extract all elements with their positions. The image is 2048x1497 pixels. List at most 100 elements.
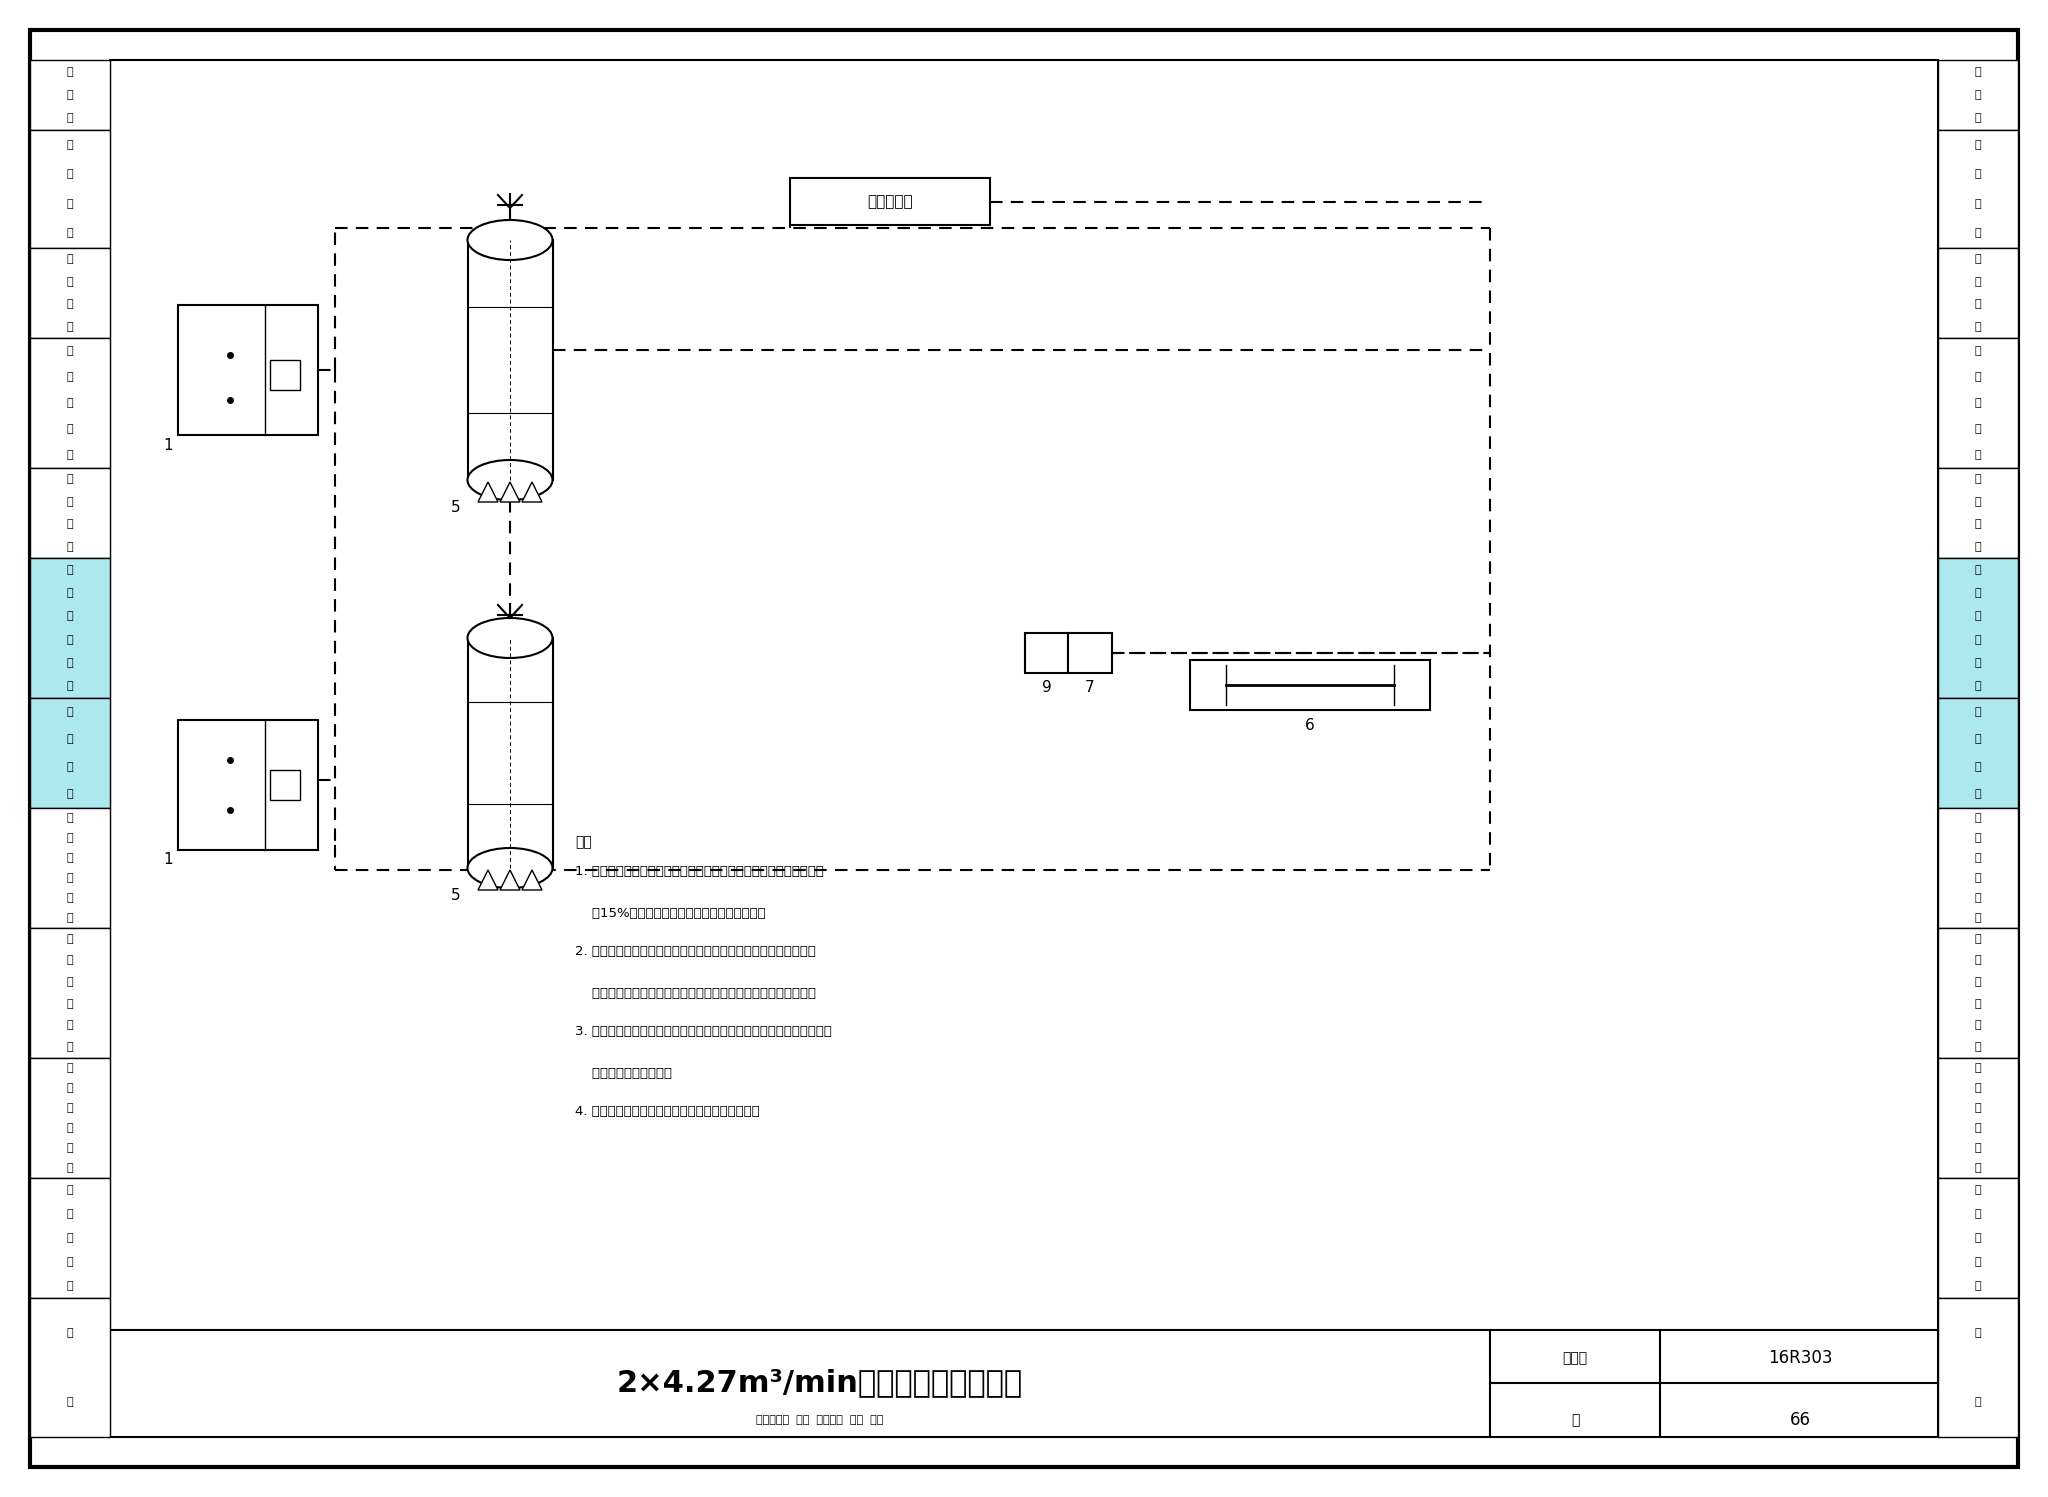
Text: 原: 原: [1974, 346, 1980, 356]
Text: 施: 施: [1974, 1210, 1980, 1219]
Text: 明: 明: [68, 228, 74, 238]
Text: 7: 7: [1085, 681, 1096, 696]
Text: 录: 录: [1974, 1397, 1980, 1407]
Text: 气: 气: [1974, 1103, 1980, 1112]
Polygon shape: [477, 482, 498, 501]
Text: 设: 设: [68, 475, 74, 484]
Bar: [31, 249, 111, 338]
Text: 语: 语: [68, 322, 74, 332]
Text: 医: 医: [68, 1063, 74, 1073]
Text: 院: 院: [68, 832, 74, 843]
Text: 气: 气: [68, 894, 74, 903]
Text: 1: 1: [164, 852, 172, 867]
Bar: [1937, 338, 2017, 469]
Polygon shape: [522, 870, 543, 891]
Text: 院: 院: [1974, 832, 1980, 843]
Ellipse shape: [467, 460, 553, 500]
Bar: [1024, 633, 1067, 674]
Text: 技: 技: [1974, 519, 1980, 530]
Text: 术: 术: [1974, 542, 1980, 552]
Text: 1: 1: [164, 437, 172, 452]
Text: 术: 术: [68, 299, 74, 310]
Bar: [31, 338, 111, 469]
Ellipse shape: [467, 618, 553, 659]
Text: 末: 末: [68, 934, 74, 943]
Text: 实: 实: [1974, 762, 1980, 772]
Text: 医: 医: [68, 813, 74, 823]
Text: 体: 体: [68, 913, 74, 924]
Text: 气: 气: [68, 1103, 74, 1112]
Text: 设: 设: [1974, 475, 1980, 484]
Text: 医: 医: [1974, 1063, 1980, 1073]
Text: 5: 5: [451, 889, 461, 904]
Text: 房: 房: [1974, 681, 1980, 692]
Text: 工: 工: [68, 1234, 74, 1243]
Bar: [270, 769, 299, 799]
Text: 医: 医: [68, 564, 74, 575]
Text: 体: 体: [68, 635, 74, 645]
Text: 点: 点: [1974, 451, 1980, 460]
Text: 施: 施: [68, 1210, 74, 1219]
Bar: [178, 720, 317, 850]
Text: 房: 房: [68, 681, 74, 692]
Text: 录: 录: [68, 1397, 74, 1407]
Text: 目: 目: [1974, 90, 1980, 100]
Text: 说: 说: [68, 1257, 74, 1266]
Text: 气: 气: [68, 611, 74, 621]
Text: 制: 制: [1974, 169, 1980, 180]
Bar: [31, 558, 111, 698]
Bar: [469, 638, 553, 868]
Text: 录: 录: [1974, 114, 1980, 123]
Text: 例: 例: [1974, 1042, 1980, 1052]
Text: 示: 示: [68, 1021, 74, 1030]
Text: 5: 5: [451, 500, 461, 515]
Text: 2×4.27m³/min压缩空气站控制框图: 2×4.27m³/min压缩空气站控制框图: [616, 1368, 1024, 1398]
Bar: [1937, 1178, 2017, 1298]
Text: 体: 体: [1974, 1123, 1980, 1133]
Bar: [31, 60, 111, 130]
Text: 医: 医: [68, 853, 74, 862]
Bar: [1937, 1058, 2017, 1178]
Text: 3. 压缩空气主管上设置一氧化碳浓度和常压露点温度报警器，并将信号: 3. 压缩空气主管上设置一氧化碳浓度和常压露点温度报警器，并将信号: [575, 1025, 831, 1037]
Bar: [1937, 469, 2017, 558]
Text: 则: 则: [1974, 371, 1980, 382]
Text: 用: 用: [1974, 588, 1980, 597]
Text: 原: 原: [68, 346, 74, 356]
Bar: [791, 178, 989, 225]
Text: 点: 点: [68, 451, 74, 460]
Text: 压15%时，启动超、欠压报警，并远传楼控。: 压15%时，启动超、欠压报警，并远传楼控。: [575, 907, 766, 921]
Text: 气: 气: [1974, 611, 1980, 621]
Text: 关: 关: [68, 277, 74, 287]
Bar: [1937, 130, 2017, 249]
Bar: [111, 60, 1937, 1437]
Bar: [1937, 698, 2017, 808]
Text: 设: 设: [68, 707, 74, 717]
Text: 明: 明: [68, 1281, 74, 1290]
Text: 制: 制: [68, 169, 74, 180]
Text: 说: 说: [1974, 1257, 1980, 1266]
Text: 说: 说: [68, 199, 74, 208]
Polygon shape: [500, 482, 520, 501]
Text: 编: 编: [68, 139, 74, 150]
Text: 示: 示: [1974, 1021, 1980, 1030]
Bar: [31, 130, 111, 249]
Text: 6: 6: [1305, 717, 1315, 732]
Bar: [1937, 928, 2017, 1058]
Bar: [1937, 808, 2017, 928]
Bar: [1937, 249, 2017, 338]
Text: 气: 气: [1974, 894, 1980, 903]
Text: 编: 编: [68, 67, 74, 76]
Text: 医: 医: [1974, 853, 1980, 862]
Text: 设: 设: [68, 1144, 74, 1153]
Text: 体: 体: [1974, 913, 1980, 924]
Text: 明: 明: [1974, 1281, 1980, 1290]
Text: 站: 站: [68, 659, 74, 668]
Text: 术: 术: [68, 542, 74, 552]
Bar: [31, 808, 111, 928]
Text: 录: 录: [68, 114, 74, 123]
Text: 体: 体: [68, 1123, 74, 1133]
Text: 相: 相: [1974, 254, 1980, 265]
Text: 用: 用: [1974, 1082, 1980, 1093]
Text: 用: 用: [68, 998, 74, 1009]
Text: 编: 编: [1974, 139, 1980, 150]
